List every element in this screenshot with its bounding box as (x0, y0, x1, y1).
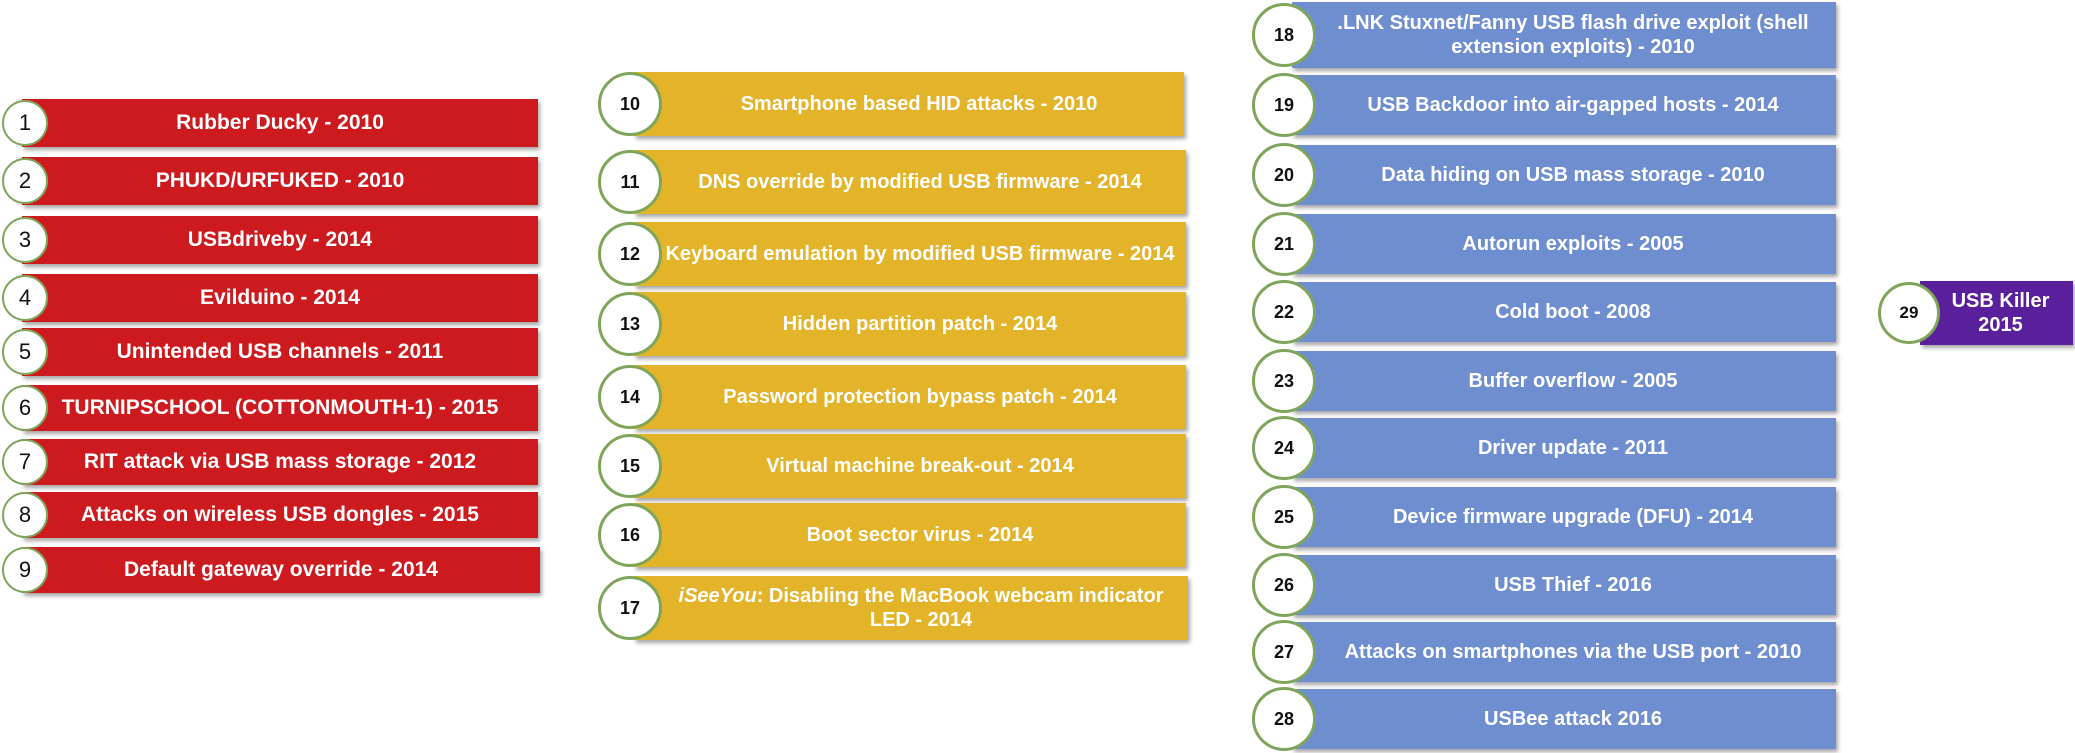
attack-item-6: 6 TURNIPSCHOOL (COTTONMOUTH-1) - 2015 (2, 385, 538, 431)
attack-item-10: 10 Smartphone based HID attacks - 2010 (598, 72, 1184, 136)
item-number-badge: 22 (1252, 280, 1316, 344)
attack-item-28: 28 USBee attack 2016 (1252, 687, 1836, 751)
attack-item-13: 13 Hidden partition patch - 2014 (598, 292, 1186, 356)
item-number-badge: 9 (2, 547, 48, 593)
attack-label: Cold boot - 2008 (1292, 282, 1836, 342)
attack-item-12: 12 Keyboard emulation by modified USB fi… (598, 222, 1186, 286)
attack-label: RIT attack via USB mass storage - 2012 (22, 439, 538, 485)
attack-label: Smartphone based HID attacks - 2010 (634, 72, 1184, 136)
item-number-badge: 25 (1252, 485, 1316, 549)
item-number-badge: 11 (598, 150, 662, 214)
attack-item-19: 19 USB Backdoor into air-gapped hosts - … (1252, 73, 1836, 137)
attack-item-26: 26 USB Thief - 2016 (1252, 553, 1836, 617)
item-number-badge: 2 (2, 158, 48, 204)
item-number-badge: 10 (598, 72, 662, 136)
attack-label: USB Thief - 2016 (1292, 555, 1836, 615)
attack-label-text: : Disabling the MacBook webcam indicator… (756, 585, 1164, 631)
attack-label: Device firmware upgrade (DFU) - 2014 (1292, 487, 1836, 547)
attack-item-20: 20 Data hiding on USB mass storage - 201… (1252, 143, 1836, 207)
attack-item-2: 2 PHUKD/URFUKED - 2010 (2, 157, 538, 205)
attack-label: .LNK Stuxnet/Fanny USB flash drive explo… (1292, 2, 1836, 68)
attack-label: Virtual machine break-out - 2014 (634, 434, 1186, 498)
attack-item-29: 29 USB Killer 2015 (1878, 281, 2073, 345)
item-number-badge: 28 (1252, 687, 1316, 751)
item-number-badge: 5 (2, 329, 48, 375)
attack-item-27: 27 Attacks on smartphones via the USB po… (1252, 620, 1836, 684)
item-number-badge: 20 (1252, 143, 1316, 207)
attack-item-8: 8 Attacks on wireless USB dongles - 2015 (2, 492, 538, 538)
item-number-badge: 21 (1252, 212, 1316, 276)
attack-label: Boot sector virus - 2014 (634, 503, 1186, 567)
attack-item-18: 18 .LNK Stuxnet/Fanny USB flash drive ex… (1252, 2, 1836, 68)
item-number-badge: 1 (2, 100, 48, 146)
attack-item-21: 21 Autorun exploits - 2005 (1252, 212, 1836, 276)
attack-label: USBdriveby - 2014 (22, 216, 538, 264)
item-number-badge: 26 (1252, 553, 1316, 617)
attack-label: Hidden partition patch - 2014 (634, 292, 1186, 356)
attack-label: Data hiding on USB mass storage - 2010 (1292, 145, 1836, 205)
attack-label: Attacks on smartphones via the USB port … (1292, 622, 1836, 682)
attack-item-25: 25 Device firmware upgrade (DFU) - 2014 (1252, 485, 1836, 549)
attack-item-5: 5 Unintended USB channels - 2011 (2, 328, 538, 376)
attack-label: Password protection bypass patch - 2014 (634, 365, 1186, 429)
item-number-badge: 8 (2, 492, 48, 538)
attack-label-emphasis: iSeeYou (678, 585, 757, 607)
item-number-badge: 24 (1252, 416, 1316, 480)
attack-label: Autorun exploits - 2005 (1292, 214, 1836, 274)
item-number-badge: 18 (1252, 3, 1316, 67)
attack-label: USBee attack 2016 (1292, 689, 1836, 749)
attack-label: Unintended USB channels - 2011 (22, 328, 538, 376)
item-number-badge: 7 (2, 439, 48, 485)
attack-label: Buffer overflow - 2005 (1292, 351, 1836, 411)
item-number-badge: 15 (598, 434, 662, 498)
attack-item-4: 4 Evilduino - 2014 (2, 274, 538, 322)
item-number-badge: 13 (598, 292, 662, 356)
item-number-badge: 16 (598, 503, 662, 567)
attack-item-14: 14 Password protection bypass patch - 20… (598, 365, 1186, 429)
attack-label: TURNIPSCHOOL (COTTONMOUTH-1) - 2015 (22, 385, 538, 431)
attack-item-22: 22 Cold boot - 2008 (1252, 280, 1836, 344)
attack-item-11: 11 DNS override by modified USB firmware… (598, 150, 1186, 214)
attack-label: Keyboard emulation by modified USB firmw… (634, 222, 1186, 286)
attack-item-23: 23 Buffer overflow - 2005 (1252, 349, 1836, 413)
attack-label: Attacks on wireless USB dongles - 2015 (22, 492, 538, 538)
item-number-badge: 29 (1878, 282, 1940, 344)
item-number-badge: 6 (2, 385, 48, 431)
attack-label: Evilduino - 2014 (22, 274, 538, 322)
attack-label: Rubber Ducky - 2010 (22, 99, 538, 147)
attack-label: USB Killer 2015 (1920, 281, 2073, 345)
attack-label: PHUKD/URFUKED - 2010 (22, 157, 538, 205)
item-number-badge: 27 (1252, 620, 1316, 684)
attack-item-24: 24 Driver update - 2011 (1252, 416, 1836, 480)
attack-label: Default gateway override - 2014 (22, 547, 540, 593)
item-number-badge: 17 (598, 576, 662, 640)
item-number-badge: 14 (598, 365, 662, 429)
attack-label: iSeeYou: Disabling the MacBook webcam in… (634, 576, 1188, 640)
attack-label: Driver update - 2011 (1292, 418, 1836, 478)
item-number-badge: 4 (2, 275, 48, 321)
attack-item-3: 3 USBdriveby - 2014 (2, 216, 538, 264)
item-number-badge: 19 (1252, 73, 1316, 137)
attack-label: USB Backdoor into air-gapped hosts - 201… (1292, 75, 1836, 135)
item-number-badge: 3 (2, 217, 48, 263)
item-number-badge: 23 (1252, 349, 1316, 413)
attack-item-1: 1 Rubber Ducky - 2010 (2, 99, 538, 147)
item-number-badge: 12 (598, 222, 662, 286)
attack-item-9: 9 Default gateway override - 2014 (2, 547, 540, 593)
attack-item-17: 17 iSeeYou: Disabling the MacBook webcam… (598, 576, 1188, 640)
attack-item-15: 15 Virtual machine break-out - 2014 (598, 434, 1186, 498)
attack-label: DNS override by modified USB firmware - … (634, 150, 1186, 214)
attack-item-16: 16 Boot sector virus - 2014 (598, 503, 1186, 567)
attack-item-7: 7 RIT attack via USB mass storage - 2012 (2, 439, 538, 485)
